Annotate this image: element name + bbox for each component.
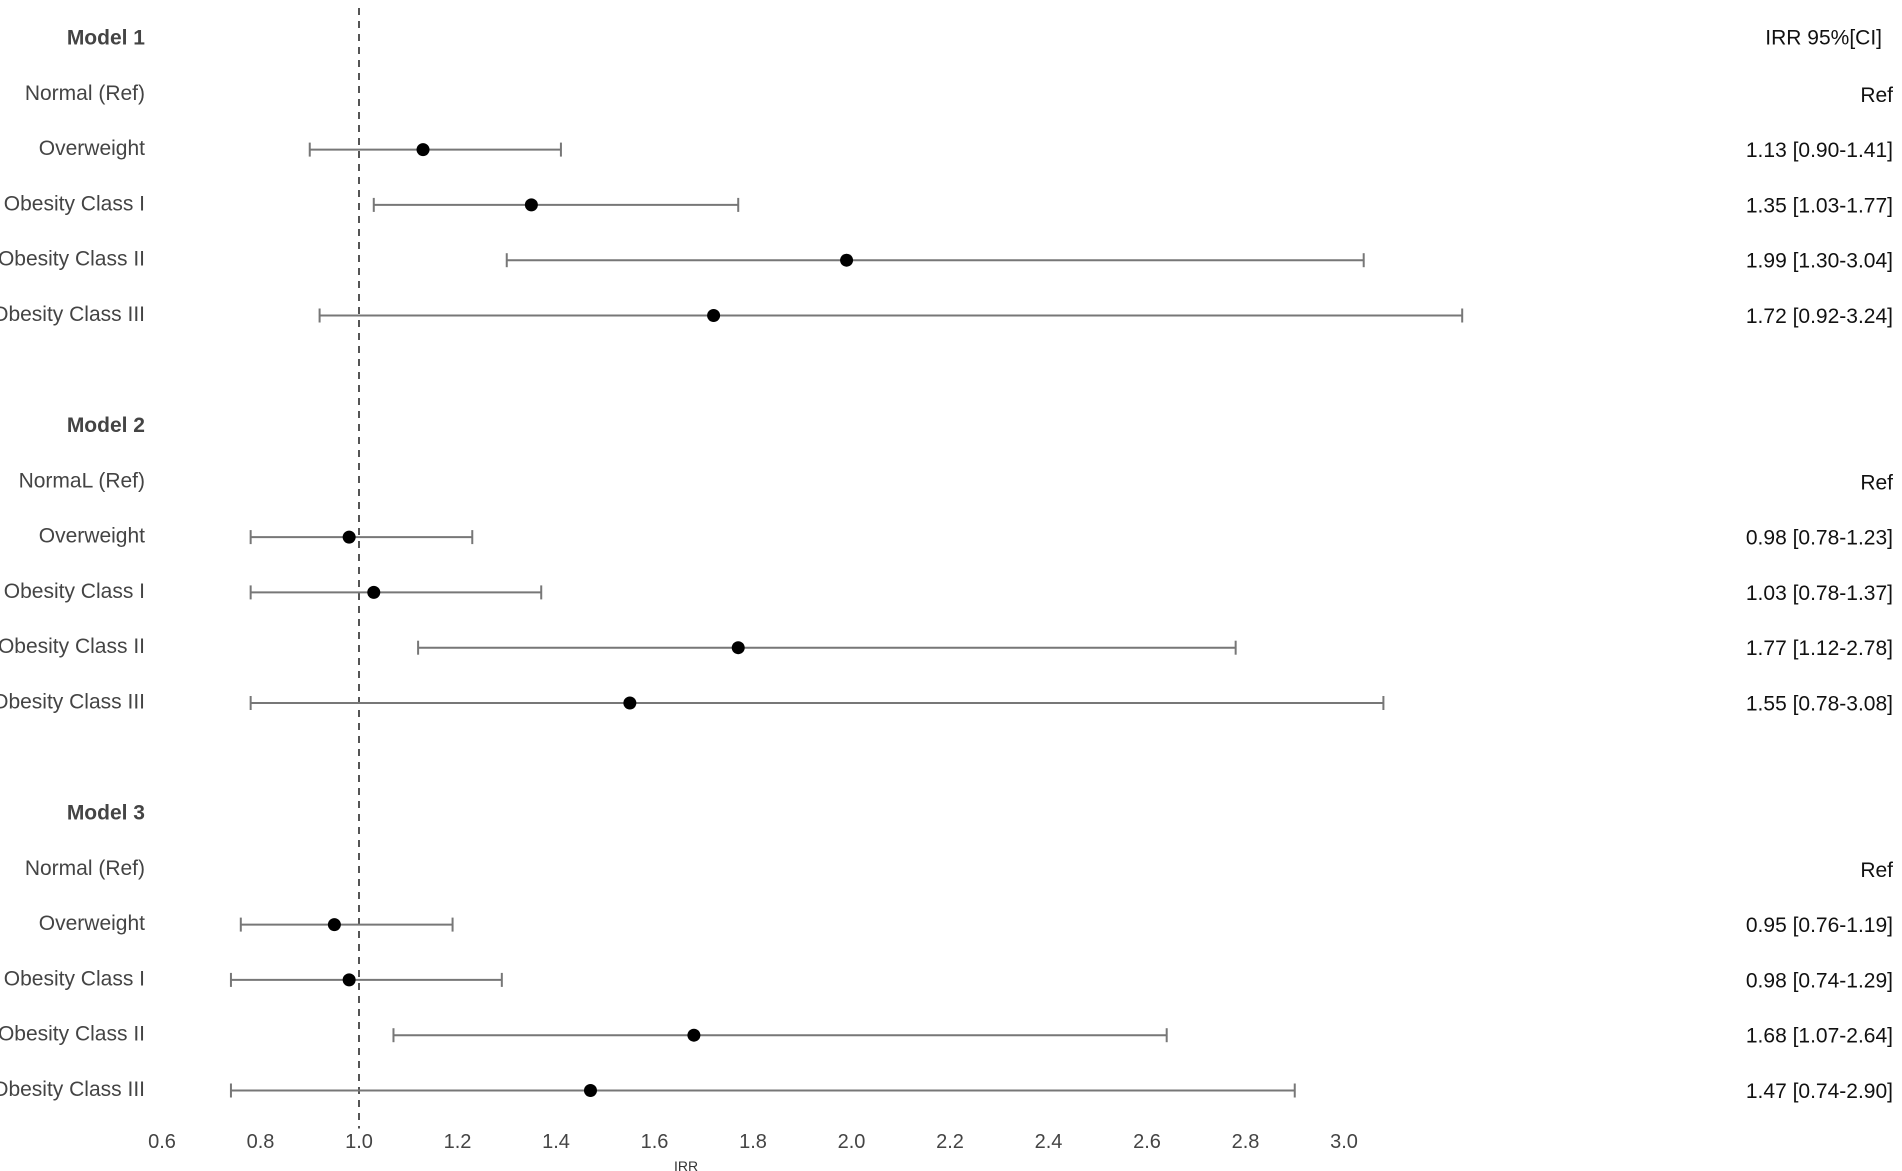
point-estimate	[524, 198, 538, 212]
table-row: Obesity Class I 1.35 [1.03-1.77]	[4, 192, 1893, 217]
row-label: Obesity Class II	[0, 1023, 145, 1046]
table-row: Obesity Class III 1.55 [0.78-3.08]	[0, 691, 1893, 716]
row-label: NormaL (Ref)	[19, 469, 145, 492]
point-estimate	[342, 973, 356, 987]
table-row: Obesity Class III 1.47 [0.74-2.90]	[0, 1078, 1893, 1103]
row-label: Obesity Class III	[0, 691, 145, 714]
x-tick-label: 1.2	[444, 1131, 472, 1153]
table-row: Normal (Ref) Ref	[25, 857, 1893, 882]
table-row: Obesity Class II 1.68 [1.07-2.64]	[0, 1023, 1893, 1048]
estimate-label: Ref	[1860, 84, 1893, 107]
point-estimate	[623, 696, 637, 710]
row-label: Normal (Ref)	[25, 82, 145, 105]
table-row: Obesity Class I 1.03 [0.78-1.37]	[4, 580, 1893, 605]
table-row: NormaL (Ref) Ref	[19, 469, 1894, 494]
table-row: Overweight 0.98 [0.78-1.23]	[39, 525, 1893, 550]
group-label: Model 3	[67, 802, 145, 825]
table-row: Overweight 0.95 [0.76-1.19]	[39, 912, 1893, 937]
estimate-label: 1.99 [1.30-3.04]	[1746, 250, 1893, 273]
rows-layer: Model 1 Normal (Ref) Ref Overweight 1.13 [0.…	[0, 27, 1893, 1104]
model-group: Model 2 NormaL (Ref) Ref Overweight 0.98 [0.…	[0, 414, 1893, 716]
x-tick-label: 1.0	[345, 1131, 373, 1153]
table-row: Obesity Class I 0.98 [0.74-1.29]	[4, 967, 1893, 992]
point-estimate	[687, 1028, 701, 1042]
estimate-label: 0.95 [0.76-1.19]	[1746, 914, 1893, 937]
x-tick-label: 2.8	[1232, 1131, 1260, 1153]
row-label: Obesity Class III	[0, 303, 145, 326]
estimate-column-header: IRR 95%[CI]	[1765, 27, 1882, 50]
x-tick-label: 2.2	[936, 1131, 964, 1153]
x-tick-label: 2.6	[1133, 1131, 1161, 1153]
x-tick-label: 1.4	[542, 1131, 570, 1153]
estimate-label: 1.55 [0.78-3.08]	[1746, 693, 1893, 716]
row-label: Obesity Class I	[4, 192, 145, 215]
point-estimate	[840, 253, 854, 267]
estimate-label: 0.98 [0.74-1.29]	[1746, 969, 1893, 992]
row-label: Obesity Class II	[0, 635, 145, 658]
x-axis-title: IRR	[674, 1158, 698, 1171]
estimate-label: 1.77 [1.12-2.78]	[1746, 637, 1893, 660]
table-row: Obesity Class II 1.99 [1.30-3.04]	[0, 248, 1893, 273]
row-label: Normal (Ref)	[25, 857, 145, 880]
estimate-label: 1.72 [0.92-3.24]	[1746, 305, 1893, 328]
x-tick-label: 2.4	[1035, 1131, 1063, 1153]
x-axis: 0.6 0.8 1.0 1.2 1.4 1.6 1.8 2.0 2.2 2.4 2.6 2.8 3.0	[148, 1131, 1358, 1153]
estimate-label: 0.98 [0.78-1.23]	[1746, 527, 1893, 550]
x-tick-label: 0.6	[148, 1131, 176, 1153]
x-tick-label: 2.0	[838, 1131, 866, 1153]
row-label: Overweight	[39, 912, 145, 935]
point-estimate	[731, 641, 745, 655]
estimate-label: 1.13 [0.90-1.41]	[1746, 139, 1893, 162]
estimate-label: Ref	[1860, 859, 1893, 882]
estimate-label: 1.68 [1.07-2.64]	[1746, 1025, 1893, 1048]
table-row: Obesity Class II 1.77 [1.12-2.78]	[0, 635, 1893, 660]
estimate-label: 1.47 [0.74-2.90]	[1746, 1080, 1893, 1103]
estimate-label: 1.35 [1.03-1.77]	[1746, 194, 1893, 217]
point-estimate	[327, 918, 341, 932]
x-tick-label: 0.8	[247, 1131, 275, 1153]
estimate-label: Ref	[1860, 471, 1893, 494]
group-label: Model 1	[67, 27, 145, 50]
model-group: Model 3 Normal (Ref) Ref Overweight 0.95 [0.…	[0, 802, 1893, 1104]
point-estimate	[342, 530, 356, 544]
x-tick-label: 1.6	[641, 1131, 669, 1153]
row-label: Overweight	[39, 525, 145, 548]
point-estimate	[367, 585, 381, 599]
row-label: Obesity Class I	[4, 580, 145, 603]
table-row: Overweight 1.13 [0.90-1.41]	[39, 137, 1893, 162]
table-row: Obesity Class III 1.72 [0.92-3.24]	[0, 303, 1893, 328]
x-tick-label: 1.8	[739, 1131, 767, 1153]
point-estimate	[583, 1084, 597, 1097]
estimate-label: 1.03 [0.78-1.37]	[1746, 582, 1893, 605]
x-tick-label: 3.0	[1330, 1131, 1358, 1153]
row-label: Obesity Class I	[4, 967, 145, 990]
table-row: Normal (Ref) Ref	[25, 82, 1893, 107]
point-estimate	[707, 309, 721, 322]
model-group: Model 1 Normal (Ref) Ref Overweight 1.13 [0.…	[0, 27, 1893, 329]
point-estimate	[416, 143, 430, 157]
row-label: Obesity Class III	[0, 1078, 145, 1101]
row-label: Obesity Class II	[0, 248, 145, 271]
group-label: Model 2	[67, 414, 145, 437]
row-label: Overweight	[39, 137, 145, 160]
